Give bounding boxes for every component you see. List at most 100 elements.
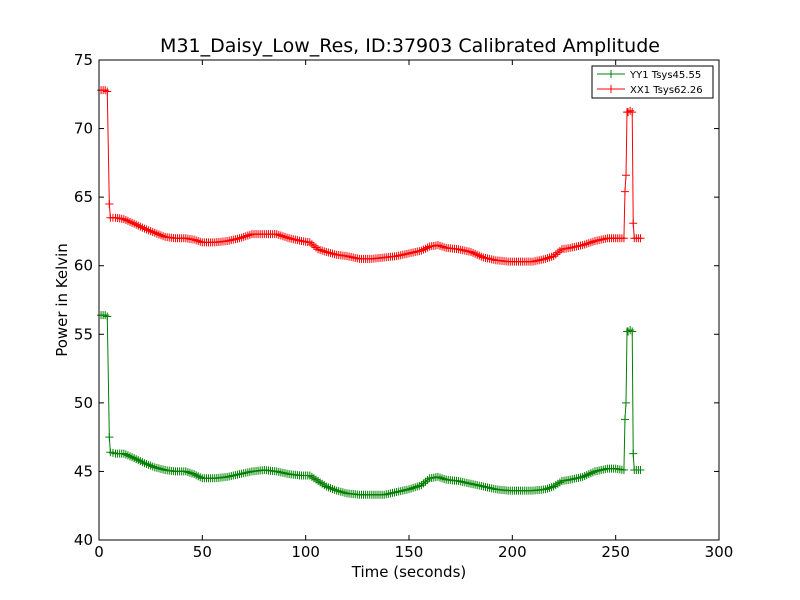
data-point bbox=[440, 243, 449, 252]
data-point bbox=[152, 463, 161, 472]
data-point bbox=[138, 223, 147, 232]
data-point bbox=[150, 228, 159, 237]
data-point bbox=[142, 460, 151, 469]
data-point bbox=[578, 241, 587, 250]
data-point bbox=[196, 473, 205, 482]
data-point bbox=[128, 453, 137, 462]
data-point bbox=[132, 220, 141, 229]
data-point bbox=[551, 250, 560, 259]
data-point bbox=[438, 242, 447, 251]
data-point bbox=[121, 450, 130, 459]
data-point bbox=[421, 477, 430, 486]
data-point bbox=[423, 243, 432, 252]
y-tick-label: 55 bbox=[74, 325, 93, 343]
data-point bbox=[415, 481, 424, 490]
data-point bbox=[620, 415, 629, 424]
data-point bbox=[411, 483, 420, 492]
data-point bbox=[543, 254, 552, 263]
data-point bbox=[413, 482, 422, 491]
data-point bbox=[281, 232, 289, 241]
data-point bbox=[194, 237, 203, 246]
data-point bbox=[278, 232, 287, 241]
data-point bbox=[467, 248, 475, 256]
data-point bbox=[101, 86, 110, 95]
data-point bbox=[551, 481, 560, 490]
data-point bbox=[471, 249, 480, 258]
data-point bbox=[192, 471, 201, 480]
data-point bbox=[274, 230, 283, 239]
y-tick-label: 50 bbox=[74, 394, 93, 412]
legend: YY1 Tsys45.55 XX1 Tsys62.26 bbox=[591, 65, 714, 99]
data-point bbox=[636, 466, 645, 475]
data-point bbox=[588, 237, 597, 246]
data-point bbox=[320, 247, 329, 256]
data-point bbox=[620, 187, 629, 196]
data-point bbox=[134, 221, 143, 230]
data-point bbox=[324, 248, 333, 257]
data-point bbox=[545, 483, 554, 492]
data-point bbox=[622, 398, 630, 407]
data-point bbox=[316, 478, 325, 487]
series-yy1 bbox=[97, 311, 645, 499]
data-point bbox=[336, 487, 345, 496]
data-point bbox=[305, 471, 314, 480]
data-point bbox=[555, 478, 564, 487]
y-axis-label: Power in Kelvin bbox=[53, 243, 71, 357]
data-point bbox=[148, 227, 157, 236]
data-point bbox=[123, 216, 132, 225]
x-tick-label: 250 bbox=[601, 543, 630, 561]
data-point bbox=[541, 485, 550, 494]
ticks-layer: 0 50 100 150 200 250 300 40 45 50 55 60 65 70 75 bbox=[74, 51, 733, 561]
data-point bbox=[196, 237, 205, 246]
data-point bbox=[235, 234, 244, 243]
data-point bbox=[324, 483, 333, 492]
data-point bbox=[105, 200, 114, 208]
data-point bbox=[433, 241, 442, 250]
data-point bbox=[586, 469, 595, 478]
data-point bbox=[541, 254, 550, 263]
data-point bbox=[405, 485, 413, 494]
data-point bbox=[237, 233, 246, 242]
data-point bbox=[588, 468, 597, 477]
x-axis-label: Time (seconds) bbox=[351, 563, 467, 581]
data-point bbox=[330, 250, 339, 259]
data-point bbox=[320, 481, 329, 490]
data-point bbox=[132, 455, 141, 464]
data-point bbox=[340, 488, 349, 497]
data-point bbox=[150, 463, 159, 472]
data-point bbox=[136, 457, 145, 466]
data-point bbox=[622, 171, 630, 180]
y-tick-label: 60 bbox=[74, 257, 93, 275]
data-point bbox=[628, 327, 637, 336]
data-point bbox=[423, 476, 432, 484]
data-point bbox=[159, 465, 168, 474]
data-point bbox=[473, 250, 482, 259]
data-point bbox=[101, 311, 110, 320]
data-point bbox=[136, 222, 145, 231]
legend-marker bbox=[607, 85, 615, 93]
data-point bbox=[307, 472, 316, 481]
data-point bbox=[433, 472, 442, 481]
data-point bbox=[159, 232, 168, 241]
data-point bbox=[103, 87, 112, 96]
data-point bbox=[545, 253, 554, 262]
data-point bbox=[328, 249, 337, 258]
data-point bbox=[543, 484, 552, 493]
data-point bbox=[338, 488, 347, 497]
y-tick-label: 70 bbox=[74, 120, 93, 138]
data-point bbox=[626, 106, 635, 115]
data-point bbox=[243, 231, 252, 240]
data-point bbox=[148, 462, 157, 471]
data-point bbox=[475, 251, 484, 260]
data-point bbox=[126, 217, 134, 226]
legend-marker bbox=[607, 70, 615, 78]
data-point bbox=[241, 232, 250, 241]
x-tick-label: 200 bbox=[498, 543, 527, 561]
data-point bbox=[103, 312, 112, 321]
data-point bbox=[142, 225, 151, 234]
data-point bbox=[469, 248, 478, 257]
x-tick-label: 150 bbox=[395, 543, 424, 561]
data-point bbox=[126, 452, 134, 461]
data-point bbox=[322, 248, 331, 256]
data-point bbox=[314, 245, 323, 254]
